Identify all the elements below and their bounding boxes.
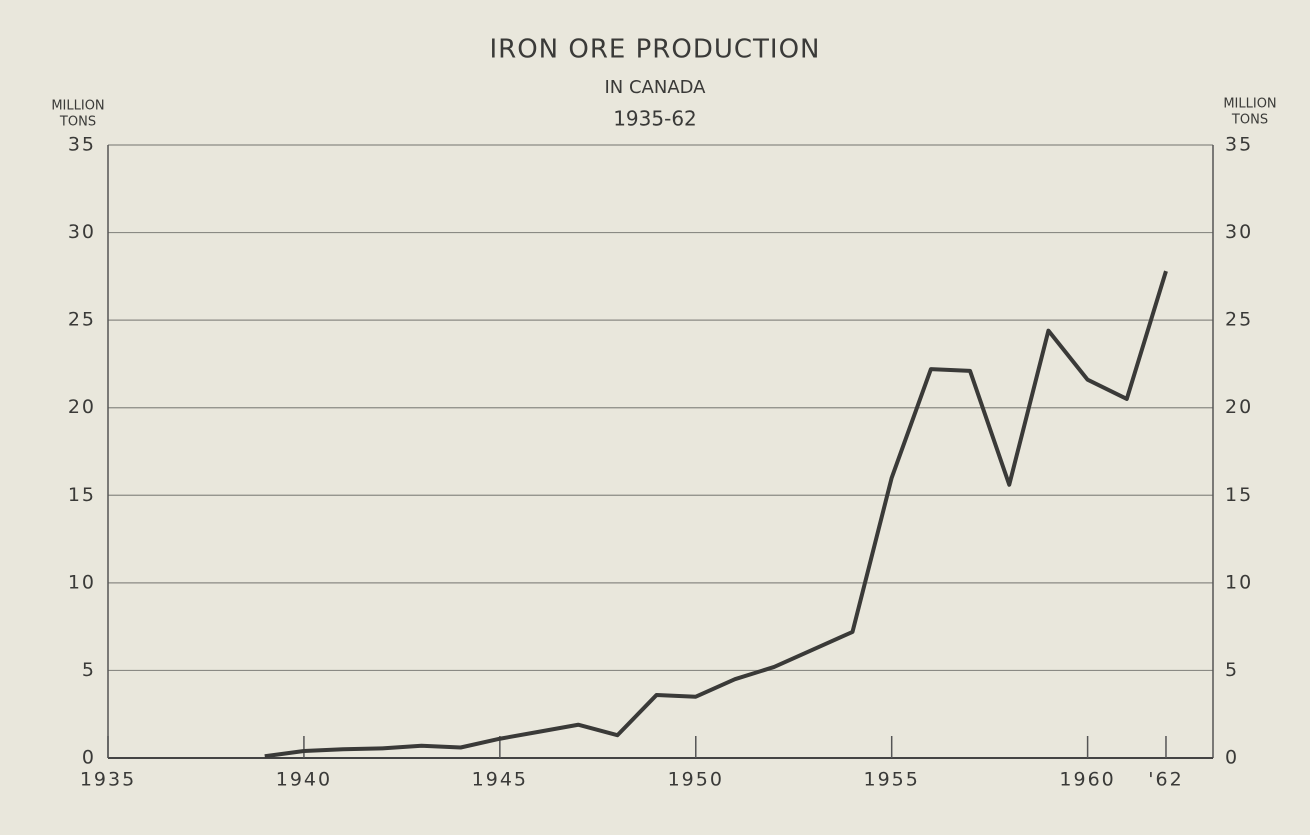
data-line — [264, 270, 1168, 759]
y2-axis-label: TONS — [1231, 113, 1268, 128]
y-tick-label: 25 — [68, 309, 96, 331]
y2-tick-label: 35 — [1225, 134, 1253, 156]
x-tick-label: 1950 — [668, 769, 724, 791]
x-tick-label: 1940 — [276, 769, 332, 791]
y-tick-label: 10 — [68, 571, 96, 593]
y2-tick-label: 15 — [1225, 484, 1253, 506]
y-axis-label: TONS — [59, 115, 96, 130]
x-tick-label: 1955 — [864, 769, 920, 791]
y-tick-label: 5 — [82, 659, 96, 681]
x-tick-label: 1935 — [80, 769, 136, 791]
y-tick-label: 20 — [68, 396, 96, 418]
y2-tick-label: 10 — [1225, 571, 1253, 593]
x-tick-label: 1945 — [472, 769, 528, 791]
y-tick-label: 35 — [68, 134, 96, 156]
x-tick-label: 1960 — [1059, 769, 1115, 791]
y-axis-label: MILLION — [51, 99, 104, 114]
y2-tick-label: 0 — [1225, 747, 1239, 769]
x-tick-label: '62 — [1148, 769, 1183, 791]
y2-tick-label: 20 — [1225, 396, 1253, 418]
y-tick-label: 30 — [68, 221, 96, 243]
y-tick-label: 15 — [68, 484, 96, 506]
y2-tick-label: 5 — [1225, 659, 1239, 681]
y2-axis-label: MILLION — [1223, 97, 1276, 112]
chart-subtitle: IN CANADA — [604, 77, 706, 98]
y-tick-label: 0 — [82, 747, 96, 769]
y2-tick-label: 30 — [1225, 221, 1253, 243]
chart-title: IRON ORE PRODUCTION — [489, 35, 820, 65]
chart-subtitle: 1935-62 — [613, 107, 697, 131]
y2-tick-label: 25 — [1225, 309, 1253, 331]
